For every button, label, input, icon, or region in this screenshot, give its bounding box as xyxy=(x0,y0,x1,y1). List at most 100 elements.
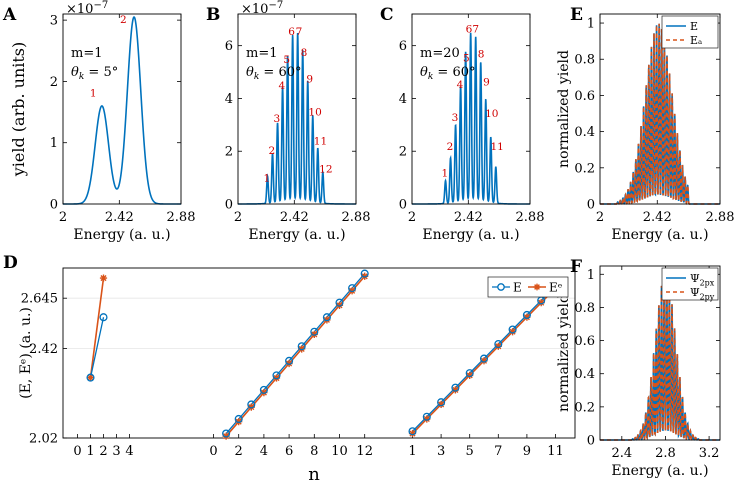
x-tick-label-E: 2.42 xyxy=(643,210,672,225)
x-tick-label-D: 3 xyxy=(112,444,120,459)
marker-Ee xyxy=(310,330,318,339)
x-tick-label-E: 2 xyxy=(596,210,604,225)
x-tick-label-C: 2 xyxy=(408,210,416,225)
marker-Ee xyxy=(451,386,459,394)
marker-E xyxy=(259,385,268,394)
marker-E xyxy=(272,371,281,380)
legend-label-F: Ψ2py xyxy=(690,286,715,301)
peak-label-B: 6 xyxy=(288,26,295,38)
panel-label-D: D xyxy=(3,253,18,273)
peak-label-A: 1 xyxy=(90,88,97,100)
peak-label-C: 1 xyxy=(442,167,449,179)
annotation-mode-B: m=1 xyxy=(246,46,278,61)
panel-label-B: B xyxy=(206,5,220,25)
x-tick-label-B: 2.88 xyxy=(342,210,371,225)
curve-E-series-2 xyxy=(600,23,720,206)
marker-E xyxy=(222,429,231,438)
panel-label-C: C xyxy=(380,5,394,25)
legend-marker-D xyxy=(497,283,505,291)
y-axis-label-F: normalized yield xyxy=(556,294,572,412)
annotation-angle-B: θk = 60° xyxy=(246,65,302,82)
x-axis-label-A: Energy (a. u.) xyxy=(73,227,170,243)
marker-E xyxy=(408,427,417,436)
y-tick-label-F: 0.4 xyxy=(574,367,595,382)
peak-label-B: 3 xyxy=(274,113,281,125)
annotation-mode-A: m=1 xyxy=(71,46,103,61)
peak-label-B: 12 xyxy=(319,163,332,175)
y-tick-label-D: 2.02 xyxy=(29,432,58,447)
x-tick-label-A: 2.88 xyxy=(167,210,196,225)
y-tick-label-D: 2.645 xyxy=(21,292,58,307)
marker-E xyxy=(247,400,256,409)
marker-Ee xyxy=(480,357,488,365)
peak-label-C: 10 xyxy=(485,108,498,120)
marker-Ee xyxy=(323,316,331,324)
marker-E xyxy=(422,412,431,421)
x-tick-label-D: 5 xyxy=(466,444,474,459)
axes-box-C xyxy=(411,13,531,205)
legend-label-D: Eᵉ xyxy=(549,281,563,295)
x-tick-label-D: 0 xyxy=(209,444,217,459)
peak-label-C: 3 xyxy=(452,112,459,124)
x-axis-label-F: Energy (a. u.) xyxy=(611,463,708,479)
peak-label-B: 8 xyxy=(301,47,308,59)
y-tick-label-E: 0.6 xyxy=(574,89,595,104)
x-tick-label-B: 2 xyxy=(234,210,242,225)
x-tick-label-A: 2 xyxy=(59,210,67,225)
y-tick-label-C: 4 xyxy=(399,92,407,107)
y-tick-label-C: 0 xyxy=(399,198,407,213)
x-tick-label-D: 0 xyxy=(73,444,81,459)
y-tick-label-A: 3 xyxy=(50,14,58,29)
peak-label-C: 5 xyxy=(463,53,470,65)
peak-label-A: 2 xyxy=(120,14,127,26)
y-axis-label-E: normalized yield xyxy=(556,50,572,168)
legend-box-E xyxy=(661,15,719,49)
marker-E xyxy=(285,356,294,365)
y-tick-label-B: 0 xyxy=(225,198,233,213)
x-tick-label-D: 9 xyxy=(523,444,531,459)
x-tick-label-D: 2 xyxy=(235,444,243,459)
marker-Ee xyxy=(99,274,108,282)
marker-E xyxy=(234,414,243,424)
y-tick-label-F: 0.8 xyxy=(574,301,595,316)
annotation-mode-C: m=20 xyxy=(420,46,460,61)
marker-E xyxy=(322,313,331,322)
panel-F: 2.4 2.8 3.2 0 0.2 0.4 0.6 0.8 1 Energy (a. u.) nor… xyxy=(556,265,721,479)
marker-E xyxy=(348,284,357,293)
marker-E xyxy=(86,373,95,382)
marker-E xyxy=(437,398,446,407)
marker-E xyxy=(99,313,108,322)
y-axis-label-D: (E, Eᵉ) (a. u.) xyxy=(18,307,34,399)
marker-E xyxy=(479,354,489,363)
y-tick-label-E: 0.8 xyxy=(574,53,595,68)
x-tick-label-E: 2.88 xyxy=(706,210,735,225)
marker-E xyxy=(451,383,460,392)
marker-E xyxy=(494,340,503,349)
marker-Ee xyxy=(437,400,445,409)
marker-Ee xyxy=(260,388,268,397)
marker-Ee xyxy=(335,301,344,309)
y-tick-label-E: 0 xyxy=(587,198,595,213)
line-Ee-group-2 xyxy=(225,275,366,437)
peak-label-C: 6 xyxy=(466,23,473,35)
y-tick-label-B: 6 xyxy=(225,39,233,54)
peak-label-B: 5 xyxy=(283,54,290,66)
annotation-angle-C: θk = 60° xyxy=(420,65,476,82)
marker-E xyxy=(310,327,319,336)
y-tick-label-F: 0 xyxy=(587,434,595,449)
legend-label-E: Eₐ xyxy=(690,34,702,47)
axes-box-A xyxy=(62,13,182,205)
y-tick-label-F: 0.2 xyxy=(574,400,595,415)
y-tick-label-E: 0.4 xyxy=(574,125,595,140)
marker-E xyxy=(360,269,369,278)
y-tick-label-B: 4 xyxy=(225,92,233,107)
peak-label-B: 7 xyxy=(296,26,303,38)
x-tick-label-F: 2.4 xyxy=(611,446,632,461)
series-group-1 xyxy=(86,274,108,382)
marker-Ee xyxy=(509,328,517,336)
axes-box-E xyxy=(599,13,721,205)
axes-box-D xyxy=(62,267,576,439)
marker-Ee xyxy=(361,272,369,280)
peak-label-B: 2 xyxy=(268,145,275,157)
